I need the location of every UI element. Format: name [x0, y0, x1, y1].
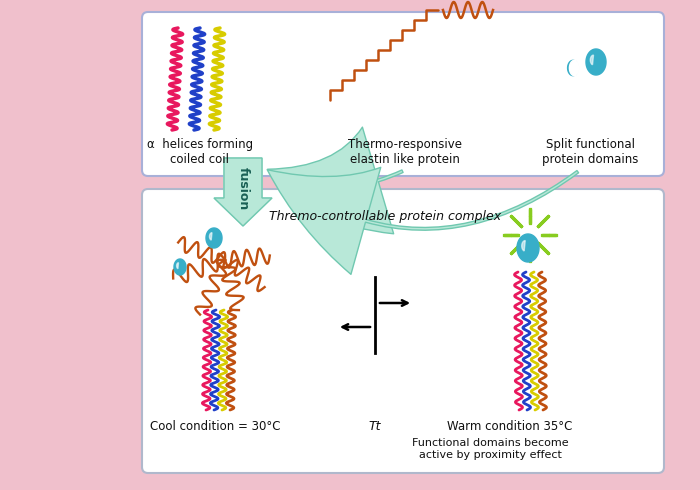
Polygon shape — [176, 263, 178, 269]
Polygon shape — [209, 233, 212, 240]
FancyArrow shape — [214, 158, 272, 226]
FancyArrowPatch shape — [267, 127, 403, 234]
Text: Warm condition 35°C: Warm condition 35°C — [447, 420, 573, 433]
Polygon shape — [568, 60, 578, 75]
Polygon shape — [586, 49, 606, 75]
Text: α  helices forming
coiled coil: α helices forming coiled coil — [147, 138, 253, 166]
FancyBboxPatch shape — [142, 12, 664, 176]
Text: Thremo-controllable protein complex: Thremo-controllable protein complex — [269, 210, 501, 223]
Text: Functional domains become
active by proximity effect: Functional domains become active by prox… — [412, 438, 568, 460]
Polygon shape — [522, 241, 525, 251]
FancyArrowPatch shape — [267, 167, 579, 274]
Polygon shape — [590, 55, 594, 65]
Text: Thermo-responsive
elastin like protein: Thermo-responsive elastin like protein — [348, 138, 462, 166]
Polygon shape — [174, 259, 186, 275]
Text: Split functional
protein domains: Split functional protein domains — [542, 138, 638, 166]
Polygon shape — [206, 228, 222, 248]
Text: fusion: fusion — [237, 168, 249, 211]
Polygon shape — [569, 60, 580, 75]
Polygon shape — [517, 234, 539, 262]
Text: Tt: Tt — [369, 420, 382, 433]
Text: Cool condition = 30°C: Cool condition = 30°C — [150, 420, 280, 433]
FancyBboxPatch shape — [142, 189, 664, 473]
